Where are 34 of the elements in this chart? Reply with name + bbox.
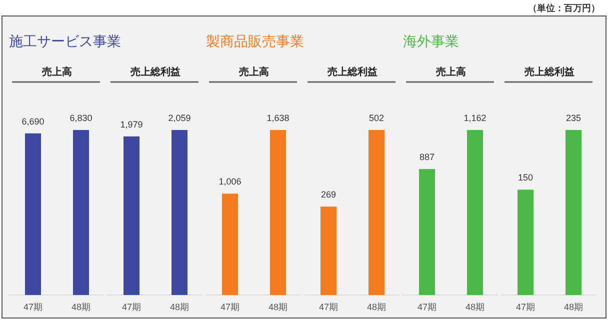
- x-tick-label: 47期: [122, 302, 142, 312]
- x-tick-label: 48期: [366, 302, 386, 312]
- data-label: 269: [320, 190, 336, 200]
- data-label: 6,830: [70, 113, 92, 123]
- chart-title: 売上高: [42, 66, 72, 78]
- data-label: 1,162: [464, 113, 486, 123]
- data-label: 1,638: [266, 113, 290, 123]
- x-tick-label: 48期: [268, 302, 288, 312]
- chart-title: 売上高: [239, 66, 269, 78]
- chart-subtitle: 施工サービス事業: [9, 33, 121, 49]
- x-tick-label: 47期: [516, 302, 536, 312]
- x-tick-label: 48期: [170, 302, 190, 312]
- data-label: 1,006: [218, 176, 242, 187]
- x-tick-label: 47期: [220, 302, 240, 312]
- chart-title: 売上高: [436, 66, 466, 78]
- data-label: 235: [566, 113, 582, 123]
- chart-title: 売上総利益: [524, 66, 574, 78]
- data-label: 6,690: [22, 116, 44, 126]
- chart-title: 売上総利益: [130, 66, 180, 78]
- x-tick-label: 48期: [465, 302, 485, 312]
- chart-title: 売上総利益: [328, 66, 378, 78]
- x-tick-label: 47期: [318, 302, 338, 312]
- data-label: 887: [419, 152, 435, 162]
- data-label: 502: [368, 113, 384, 123]
- x-tick-label: 48期: [71, 302, 91, 312]
- data-label: 1,979: [120, 119, 143, 130]
- chart-subtitle: 製商品販売事業: [206, 33, 304, 49]
- x-tick-label: 48期: [564, 302, 584, 312]
- chart-subtitle: 海外事業: [403, 33, 459, 49]
- x-tick-label: 47期: [417, 302, 437, 312]
- data-label: 150: [518, 172, 534, 183]
- data-label: 2,059: [168, 113, 191, 123]
- x-tick-label: 47期: [23, 302, 43, 312]
- text: （単位：百万円）: [528, 3, 600, 13]
